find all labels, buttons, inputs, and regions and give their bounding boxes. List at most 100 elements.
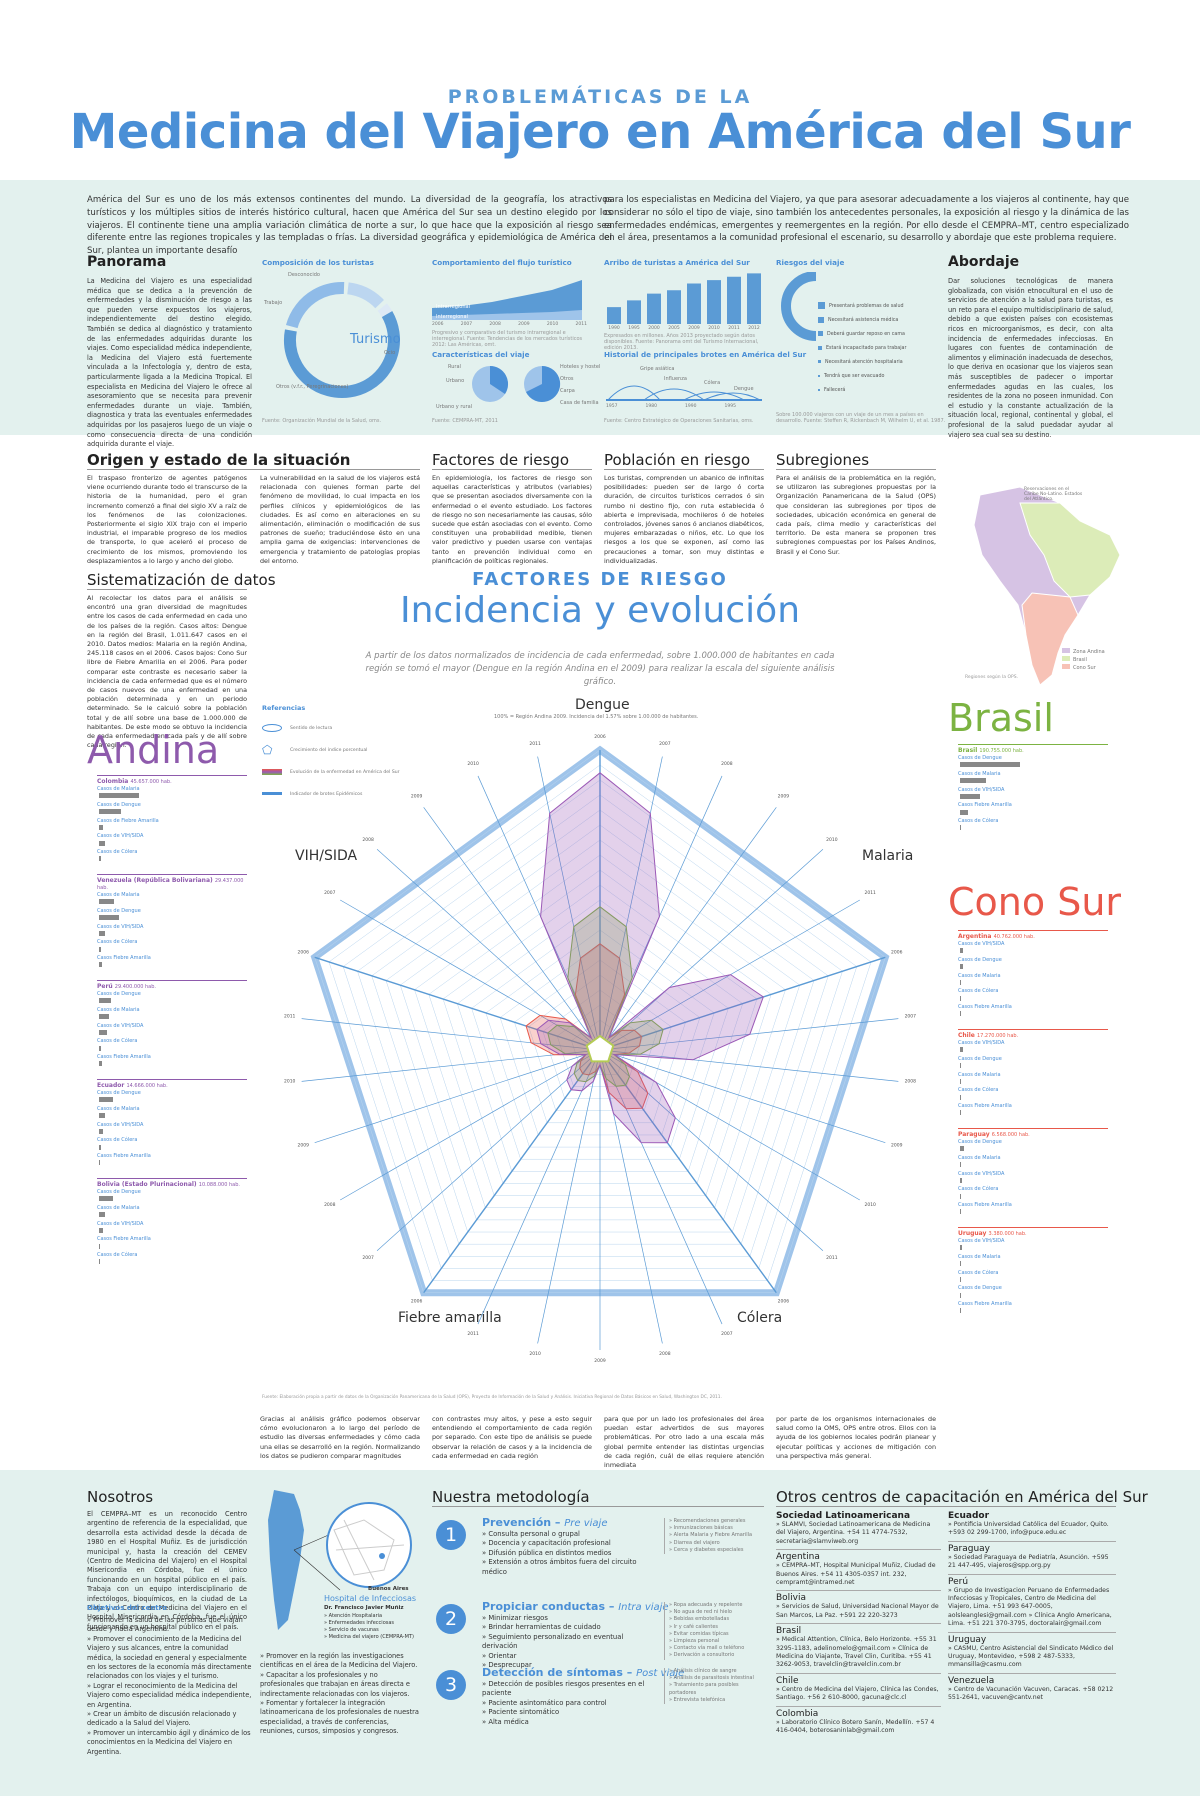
- hospital-item: » Servicio de vacunas: [324, 1627, 379, 1633]
- flujo-area-chart: [432, 280, 582, 320]
- case-label: Casos de Fiebre Amarilla: [97, 817, 159, 824]
- case-label: Casos de Malaria: [958, 1071, 1001, 1078]
- region-andina-title: Andina: [87, 728, 220, 772]
- south-america-map: [973, 486, 1121, 686]
- step-title-text: Detección de síntomas –: [482, 1666, 637, 1679]
- objetivos-list: » Promover la salud de las personas que …: [87, 1616, 252, 1757]
- argentina-shape: [268, 1490, 304, 1630]
- country-label: Paraguay: [958, 1130, 992, 1138]
- case-bar: [960, 1047, 963, 1053]
- step-item: » Difusión pública en distintos medios: [482, 1548, 612, 1557]
- origen-title: Origen y estado de la situación: [87, 451, 351, 469]
- case-bar: [960, 1292, 961, 1298]
- country-population: 45.657.000 hab.: [130, 779, 172, 785]
- riesgo-item: Fallecerá: [818, 384, 938, 398]
- case-label: Casos de VIH/SIDA: [958, 1170, 1005, 1177]
- step-detail: » Tratamiento para posibles portadores: [669, 1682, 739, 1696]
- case-bar-row: [97, 1112, 247, 1121]
- footer-band: Nosotros El CEMPRA–MT es un reconocido C…: [0, 1470, 1200, 1796]
- case-label: Casos de VIH/SIDA: [958, 1237, 1005, 1244]
- step-detail: » Entrevista telefónica: [669, 1696, 726, 1703]
- flujo-area-intra: [432, 280, 582, 320]
- city-circle: [326, 1502, 412, 1588]
- ref-item: Indicador de brotes Epidémicos: [262, 784, 422, 806]
- arribo-note: Expresados en millones. Años 2013 proyec…: [604, 333, 759, 351]
- arribo-year: 2000: [648, 326, 660, 331]
- step-detail: » Recomendaciones generales: [669, 1518, 746, 1524]
- case-label: Casos de Malaria: [97, 1204, 140, 1211]
- region-brasil-panel: Brasil 190.755.000 hab. Casos de Dengue Ca…: [958, 744, 1108, 843]
- case-bar: [99, 856, 101, 862]
- step-title: Detección de síntomas – Post viaje: [482, 1666, 684, 1679]
- flujo-year: 2007: [460, 322, 473, 327]
- map-hospital-name: Dr. Francisco Javier Muñiz: [324, 1605, 404, 1611]
- flujo-year: 2008: [489, 322, 501, 327]
- case-bar-row: [97, 946, 247, 955]
- case-label: Casos de Cólera: [97, 1137, 138, 1144]
- radar-scale-note: 100% = Región Andina 2009. Incidencia de…: [494, 714, 699, 720]
- riesgos-title: Riesgos del viaje: [776, 258, 845, 267]
- centro-entry: » CEMPRA–MT, Hospital Municipal Muñiz, C…: [776, 1562, 936, 1587]
- case-bar-row: [97, 1013, 247, 1022]
- case-bar-row: [97, 1128, 247, 1137]
- case-bar: [960, 1193, 961, 1199]
- radar-year-tick: 2006: [298, 950, 310, 956]
- radar-year-tick: 2008: [324, 1202, 336, 1208]
- arribo-bar: [627, 300, 641, 324]
- objetivo-item: » Promover en la región las investigacio…: [260, 1652, 418, 1670]
- step-number: 2: [436, 1604, 466, 1634]
- abordaje-text: Dar soluciones tecnológicas de manera gl…: [948, 277, 1113, 439]
- brote-label-1: Influenza: [664, 376, 687, 382]
- step-detail: » Derivación a consultorio: [669, 1652, 735, 1659]
- centros-rule: [776, 1506, 1116, 1507]
- centro-entry: » Centro de Medicina del Viajero, Clínic…: [776, 1685, 939, 1702]
- radar-spoke: [423, 807, 601, 1051]
- riesgo-subtitle: A partir de los datos normalizados de in…: [365, 651, 835, 687]
- objetivo-item: » Crear un ámbito de discusión relaciona…: [87, 1710, 237, 1728]
- step-item: » Alta médica: [482, 1717, 529, 1726]
- brote-label-3: Dengue: [734, 386, 754, 392]
- step-item: » Minimizar riesgos: [482, 1614, 548, 1622]
- ref-evolucion-icon: [262, 768, 282, 775]
- flujo-years: 2006 2007 2008 2009 2010 2011: [432, 322, 587, 327]
- case-bar-row: [97, 793, 247, 801]
- radar-spoke: [599, 1049, 824, 1251]
- origen-text-1: El traspaso fronterizo de agentes patóge…: [87, 474, 247, 565]
- case-bar: [960, 948, 963, 954]
- riesgo-marker: [818, 388, 820, 391]
- radar-year-tick: 2009: [594, 1358, 606, 1364]
- flujo-year: 2006: [432, 322, 444, 327]
- step-items: » Detección de posibles riesgos presente…: [482, 1680, 652, 1727]
- case-label: Casos de Cólera: [97, 849, 138, 856]
- radar-spoke: [376, 1049, 601, 1251]
- case-bar: [99, 1112, 105, 1118]
- case-bar-row: [97, 1211, 247, 1220]
- flujo-year: 2010: [546, 322, 559, 327]
- case-bar-row: [958, 1245, 1108, 1253]
- case-bar-row: [97, 1097, 247, 1105]
- step-title: Propiciar conductas – Intra viaje: [482, 1600, 669, 1613]
- country-population: 29.437.000 hab.: [97, 877, 244, 891]
- case-bar: [99, 930, 105, 936]
- step-item: » Orientar: [482, 1651, 517, 1660]
- subregiones-text: Para el análisis de la problemática en l…: [776, 474, 936, 556]
- riesgo-item: Necesitará asistencia médica: [818, 314, 938, 328]
- axis-label-fiebre: Fiebre amarilla: [398, 1310, 502, 1326]
- references-list: Sentido de lectura ⬠ Crecimiento del índi…: [262, 718, 422, 806]
- case-bar-row: [958, 1094, 1108, 1103]
- centro-entry: » SLAMVI, Sociedad Latinoamericana de Me…: [776, 1521, 931, 1545]
- region-andina-panel: Colombia 45.657.000 hab. Casos de Malaria…: [97, 775, 247, 1277]
- arribo-years: 1990 1995 2000 2005 2009 2010 2011 2012: [604, 326, 764, 331]
- objetivo-item: » Capacitar a los profesionales y no pro…: [260, 1670, 410, 1698]
- riesgo-marker: [818, 360, 821, 363]
- composicion-donut: [284, 282, 400, 398]
- case-bar: [960, 1260, 961, 1266]
- case-label: Casos de Malaria: [958, 1253, 1001, 1260]
- step-detail: » Análisis de parasitosis intestinal: [669, 1675, 754, 1682]
- poblacion-rule: [604, 469, 764, 470]
- case-bar: [960, 793, 980, 799]
- bottom-text-2: con contrastes muy altos, y pese a esto …: [432, 1415, 592, 1460]
- hospital-item: » Enfermedades infecciosas: [324, 1620, 395, 1626]
- country-population: 14.666.000 hab.: [126, 1082, 168, 1089]
- step-subtitle: Intra viaje: [618, 1602, 669, 1613]
